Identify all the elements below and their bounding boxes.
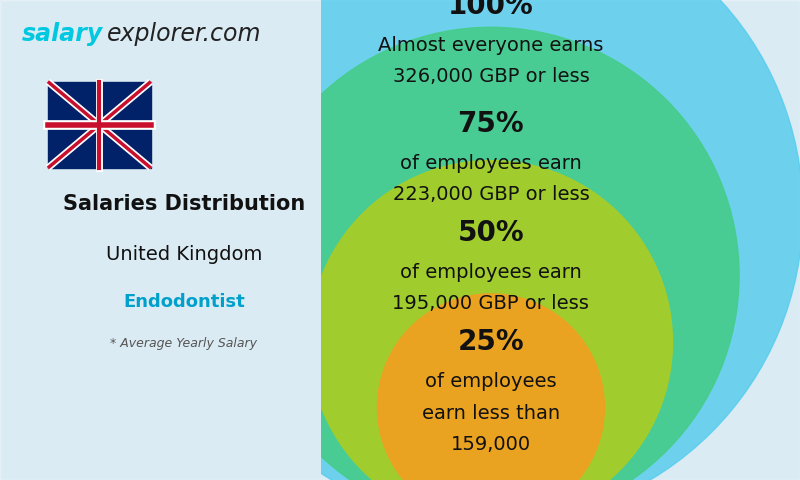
Text: 50%: 50% [458,219,524,247]
Text: earn less than: earn less than [422,404,560,422]
Text: * Average Yearly Salary: * Average Yearly Salary [110,336,258,350]
Circle shape [378,294,604,480]
Text: of employees: of employees [425,372,557,391]
Bar [48,82,151,168]
Text: Salaries Distribution: Salaries Distribution [63,194,305,214]
Text: 326,000 GBP or less: 326,000 GBP or less [393,67,590,86]
Text: 100%: 100% [448,0,534,20]
Text: Endodontist: Endodontist [123,293,245,312]
Text: 159,000: 159,000 [451,435,531,454]
Text: salary: salary [22,22,103,46]
Circle shape [179,0,800,480]
Text: 75%: 75% [458,110,524,138]
Text: 223,000 GBP or less: 223,000 GBP or less [393,185,590,204]
Text: United Kingdom: United Kingdom [106,245,262,264]
Circle shape [242,27,739,480]
Text: of employees earn: of employees earn [400,263,582,282]
Text: of employees earn: of employees earn [400,154,582,173]
Text: explorer.com: explorer.com [106,22,262,46]
Circle shape [310,161,673,480]
Text: Almost everyone earns: Almost everyone earns [378,36,603,55]
Text: 195,000 GBP or less: 195,000 GBP or less [393,294,590,313]
Text: 25%: 25% [458,328,524,356]
